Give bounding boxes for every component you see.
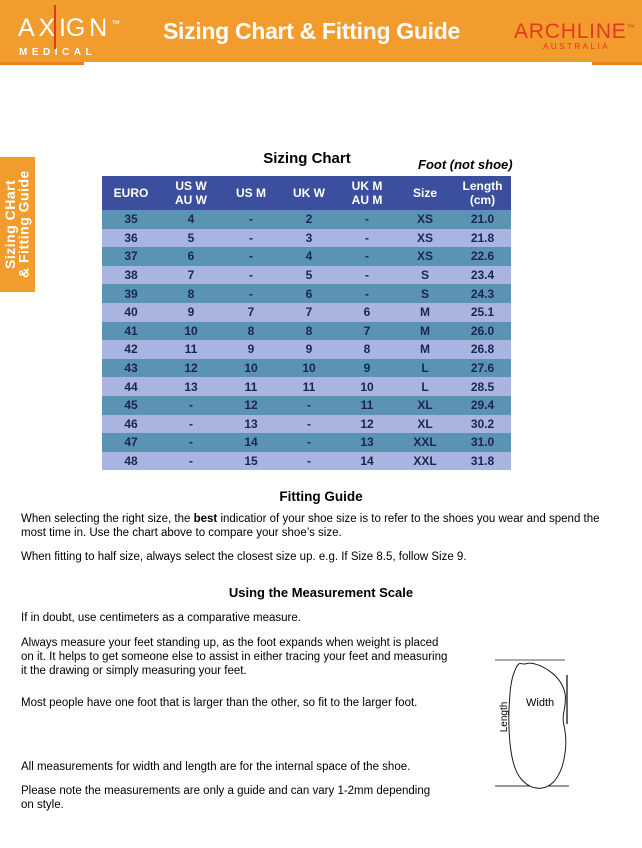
svg-text:Length: Length (499, 702, 510, 733)
svg-text:Width: Width (526, 697, 554, 709)
